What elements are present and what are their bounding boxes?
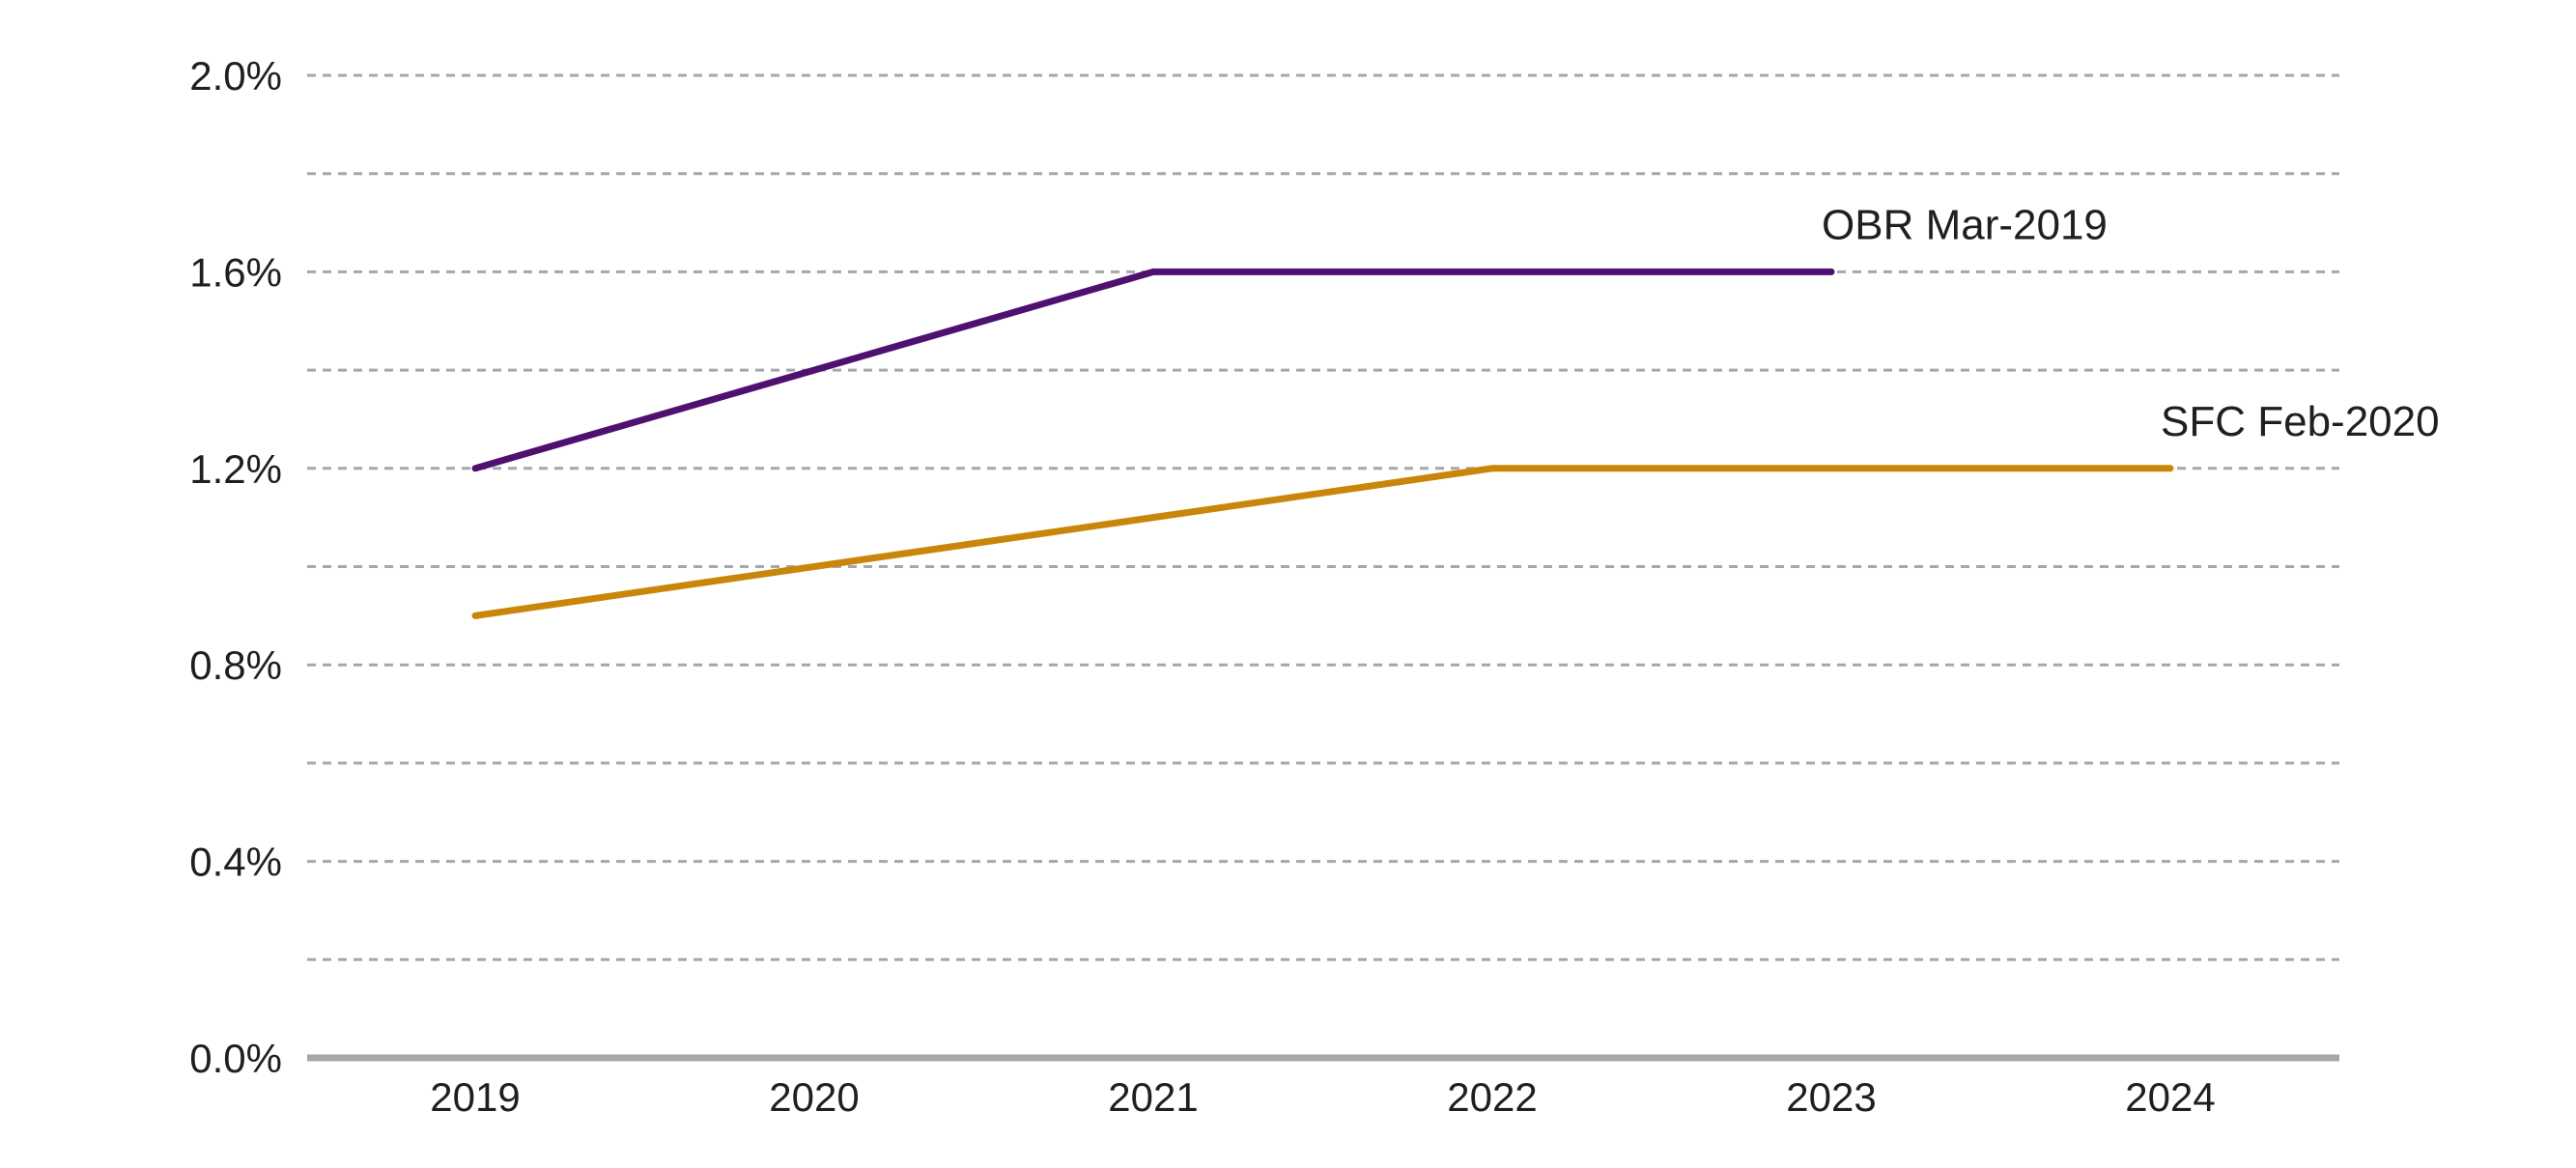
series-lines [471, 268, 2174, 619]
series-label-2: SFC Feb-2020 [2161, 398, 2440, 445]
x-tick-label: 2023 [1786, 1074, 1876, 1120]
x-tick-label: 2022 [1447, 1074, 1537, 1120]
x-tick-label: 2020 [769, 1074, 859, 1120]
x-tick-label: 2024 [2125, 1074, 2215, 1120]
x-tick-label: 2021 [1108, 1074, 1198, 1120]
series-line-1 [471, 268, 1835, 472]
y-tick-label: 1.2% [189, 446, 282, 492]
y-tick-label: 0.0% [189, 1036, 282, 1081]
series-label-1: OBR Mar-2019 [1822, 201, 2108, 248]
x-axis-tick-labels: 2019 2020 2021 2022 2023 2024 [430, 1074, 2215, 1120]
series-line-2 [471, 465, 2174, 619]
x-tick-label: 2019 [430, 1074, 520, 1120]
gridlines [307, 73, 2339, 1062]
y-tick-label: 0.8% [189, 642, 282, 688]
y-axis-tick-labels: 0.0% 0.4% 0.8% 1.2% 1.6% 2.0% [189, 53, 282, 1081]
y-tick-label: 1.6% [189, 249, 282, 295]
y-tick-label: 0.4% [189, 840, 282, 885]
series-labels: OBR Mar-2019 SFC Feb-2020 [1822, 201, 2440, 444]
y-tick-label: 2.0% [189, 53, 282, 99]
